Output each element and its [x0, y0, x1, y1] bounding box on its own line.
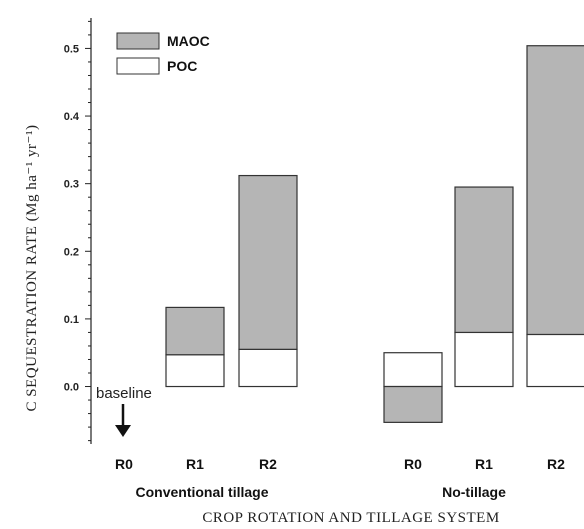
y-axis: 0.0 0.1 0.2 0.3 0.4 0.5	[64, 18, 91, 444]
group-label: No-tillage	[442, 484, 506, 500]
baseline-arrow-head	[115, 425, 131, 437]
legend-swatch-maoc	[117, 33, 159, 49]
x-tick-label: R1	[475, 456, 493, 472]
bar-poc	[239, 349, 297, 386]
y-tick-label: 0.4	[64, 111, 80, 123]
bar-poc	[527, 334, 584, 386]
baseline-label: baseline	[96, 385, 152, 402]
legend-label-maoc: MAOC	[167, 33, 210, 49]
bar-maoc	[384, 387, 442, 423]
group-label: Conventional tillage	[135, 484, 268, 500]
bar-poc	[384, 353, 442, 387]
legend-label-poc: POC	[167, 58, 197, 74]
bar-poc	[166, 355, 224, 387]
x-axis-title: CROP ROTATION AND TILLAGE SYSTEM	[202, 510, 499, 526]
x-tick-label: R0	[404, 456, 422, 472]
legend-swatch-poc	[117, 58, 159, 74]
bar-maoc	[166, 307, 224, 354]
y-tick-label: 0.1	[64, 314, 79, 326]
bars	[166, 46, 584, 423]
baseline-annotation: baseline	[96, 385, 152, 437]
bar-maoc	[527, 46, 584, 335]
y-tick-label: 0.5	[64, 43, 79, 55]
bar-maoc	[455, 187, 513, 332]
x-tick-label: R0	[115, 456, 133, 472]
x-tick-label: R1	[186, 456, 204, 472]
bar-poc	[455, 332, 513, 386]
legend: MAOC POC	[117, 33, 210, 74]
bar-maoc	[239, 176, 297, 350]
x-tick-label: R2	[259, 456, 277, 472]
y-tick-label: 0.0	[64, 382, 79, 394]
category-labels: R0 R1 R2 R0 R1 R2 Conventional tillage No-tilla…	[115, 456, 565, 500]
x-tick-label: R2	[547, 456, 565, 472]
y-tick-label: 0.2	[64, 246, 79, 258]
y-axis-title: C SEQUESTRATION RATE (Mg ha⁻¹ yr⁻¹)	[24, 125, 40, 412]
y-tick-label: 0.3	[64, 179, 79, 191]
